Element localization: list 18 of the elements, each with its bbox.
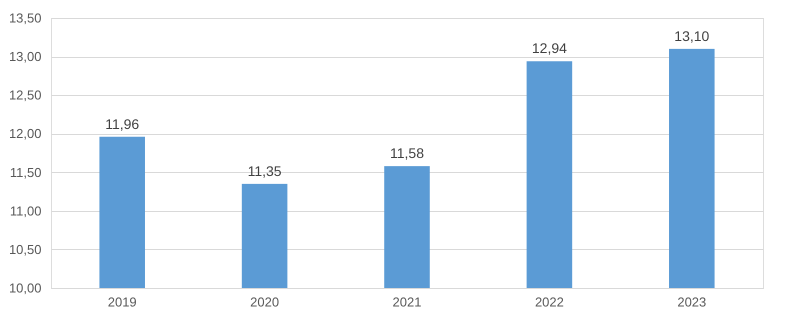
x-tick-label: 2022 bbox=[534, 294, 564, 310]
x-tick-label: 2020 bbox=[250, 294, 280, 310]
y-tick-label: 11,00 bbox=[10, 203, 42, 218]
x-tick-label: 2019 bbox=[108, 294, 137, 310]
x-tick-label: 2023 bbox=[677, 294, 706, 310]
y-tick-label: 13,50 bbox=[8, 10, 42, 26]
data-label: 13,10 bbox=[674, 28, 710, 44]
y-tick-label: 10,00 bbox=[8, 280, 42, 296]
x-tick-label: 2021 bbox=[392, 294, 422, 310]
data-label: 12,94 bbox=[532, 40, 568, 56]
data-label: 11,96 bbox=[105, 116, 140, 132]
data-label: 11,35 bbox=[248, 162, 282, 179]
data-label: 11,58 bbox=[390, 145, 424, 162]
y-tick-label: 12,00 bbox=[8, 126, 42, 142]
y-tick-label: 13,00 bbox=[8, 49, 42, 64]
y-tick-label: 12,50 bbox=[8, 88, 42, 103]
y-tick-label: 10,50 bbox=[8, 242, 42, 257]
y-tick-label: 11,50 bbox=[10, 164, 42, 180]
